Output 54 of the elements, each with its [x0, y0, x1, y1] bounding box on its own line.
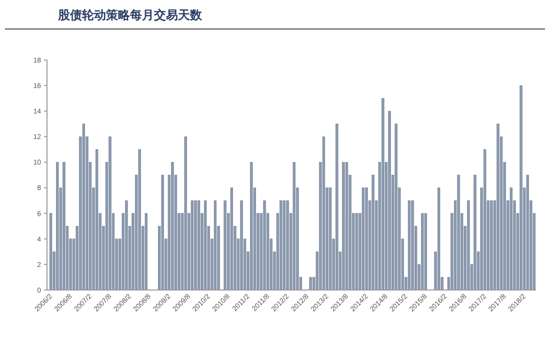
bar — [190, 200, 194, 290]
bar — [240, 200, 243, 290]
bar — [484, 149, 486, 290]
bar — [224, 200, 226, 290]
bar — [197, 200, 200, 290]
bar — [280, 200, 282, 290]
bar — [282, 200, 286, 290]
bar — [355, 213, 358, 290]
bar — [286, 200, 289, 290]
bar — [56, 162, 59, 290]
bar — [108, 136, 112, 290]
bar — [342, 162, 345, 290]
bar — [424, 213, 427, 290]
bar — [421, 213, 424, 290]
bar — [345, 162, 348, 290]
bar — [382, 98, 384, 290]
bar — [250, 162, 253, 290]
bar — [96, 149, 98, 290]
bar — [138, 149, 141, 290]
bar — [184, 136, 187, 290]
bar — [144, 213, 148, 290]
bar — [496, 124, 500, 290]
bar — [292, 162, 296, 290]
bar — [171, 162, 174, 290]
bar — [467, 200, 470, 290]
bar — [408, 200, 411, 290]
bar — [161, 174, 164, 290]
bar — [125, 200, 128, 290]
bar — [394, 124, 398, 290]
bar — [362, 188, 364, 290]
bar — [204, 200, 207, 290]
bar — [474, 174, 476, 290]
bar — [520, 85, 522, 290]
bar — [263, 200, 266, 290]
bar — [214, 200, 217, 290]
bar — [388, 110, 391, 290]
bar — [309, 277, 312, 290]
bar — [62, 162, 66, 290]
bar — [82, 124, 85, 290]
chart-title: 股债轮动策略每月交易天数 — [57, 8, 203, 22]
bar — [50, 213, 52, 290]
bar — [510, 188, 512, 290]
bar — [526, 174, 529, 290]
bar — [365, 188, 368, 290]
bar — [457, 174, 460, 290]
bar — [336, 124, 338, 290]
bar — [230, 188, 233, 290]
bar — [322, 136, 326, 290]
bar — [194, 200, 197, 290]
bar — [490, 200, 493, 290]
bar — [372, 174, 374, 290]
bar — [329, 188, 332, 290]
bar — [438, 188, 440, 290]
bar — [411, 200, 414, 290]
